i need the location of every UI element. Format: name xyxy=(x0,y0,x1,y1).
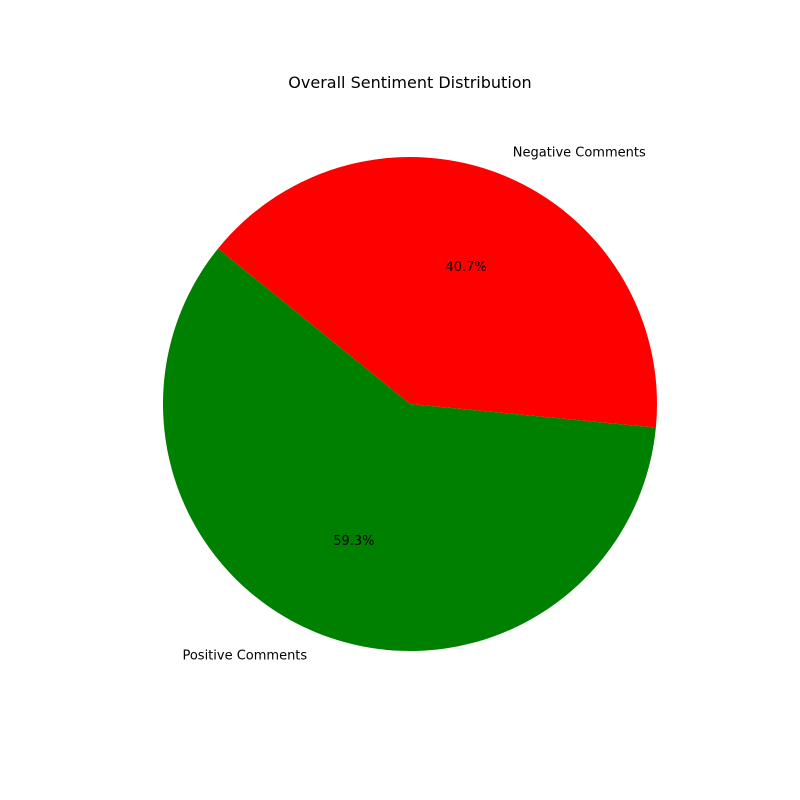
slice-label-negative-comments: Negative Comments xyxy=(513,146,646,161)
chart-title: Overall Sentiment Distribution xyxy=(288,73,531,92)
slice-label-positive-comments: Positive Comments xyxy=(182,649,307,664)
slice-percent-negative-comments: 40.7% xyxy=(445,260,486,275)
slice-percent-positive-comments: 59.3% xyxy=(333,534,374,549)
pie-slice-negative-comments xyxy=(217,156,657,428)
pie-labels: Negative Comments 40.7% Positive Comments 5… xyxy=(182,146,645,664)
pie-slice-positive-comments xyxy=(162,248,656,651)
pie-slices xyxy=(162,156,657,651)
